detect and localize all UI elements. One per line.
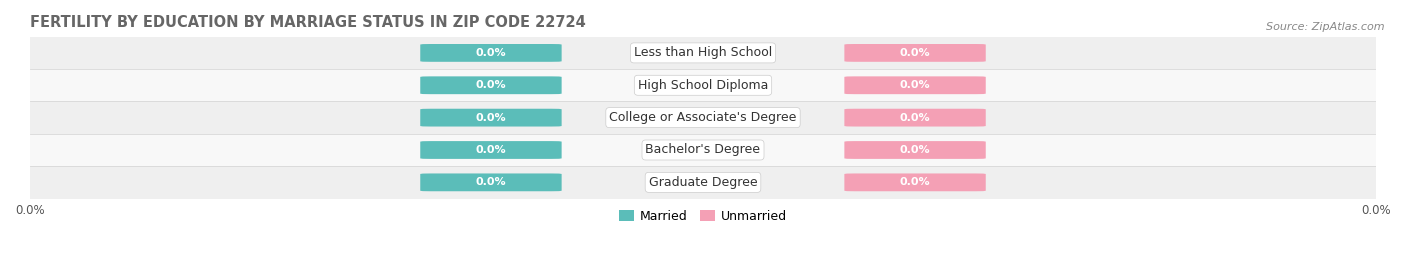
Text: High School Diploma: High School Diploma — [638, 79, 768, 92]
FancyBboxPatch shape — [420, 76, 561, 94]
Bar — [30, 166, 1376, 199]
Text: Bachelor's Degree: Bachelor's Degree — [645, 143, 761, 157]
Bar — [30, 101, 1376, 134]
FancyBboxPatch shape — [845, 109, 986, 126]
Text: 0.0%: 0.0% — [475, 145, 506, 155]
FancyBboxPatch shape — [420, 141, 561, 159]
Bar — [30, 37, 1376, 69]
Legend: Married, Unmarried: Married, Unmarried — [613, 205, 793, 228]
Text: Source: ZipAtlas.com: Source: ZipAtlas.com — [1267, 22, 1385, 31]
FancyBboxPatch shape — [420, 109, 561, 126]
Text: 0.0%: 0.0% — [475, 80, 506, 90]
FancyBboxPatch shape — [420, 174, 561, 191]
Text: 0.0%: 0.0% — [475, 177, 506, 187]
Text: Less than High School: Less than High School — [634, 47, 772, 59]
Text: 0.0%: 0.0% — [475, 48, 506, 58]
FancyBboxPatch shape — [420, 44, 561, 62]
FancyBboxPatch shape — [845, 44, 986, 62]
Text: 0.0%: 0.0% — [900, 48, 931, 58]
Text: College or Associate's Degree: College or Associate's Degree — [609, 111, 797, 124]
FancyBboxPatch shape — [845, 141, 986, 159]
FancyBboxPatch shape — [845, 76, 986, 94]
FancyBboxPatch shape — [845, 174, 986, 191]
Text: 0.0%: 0.0% — [900, 177, 931, 187]
Text: Graduate Degree: Graduate Degree — [648, 176, 758, 189]
Text: 0.0%: 0.0% — [900, 80, 931, 90]
Text: 0.0%: 0.0% — [475, 113, 506, 123]
Bar — [30, 134, 1376, 166]
Text: FERTILITY BY EDUCATION BY MARRIAGE STATUS IN ZIP CODE 22724: FERTILITY BY EDUCATION BY MARRIAGE STATU… — [30, 15, 585, 30]
Text: 0.0%: 0.0% — [900, 113, 931, 123]
Bar — [30, 69, 1376, 101]
Text: 0.0%: 0.0% — [900, 145, 931, 155]
